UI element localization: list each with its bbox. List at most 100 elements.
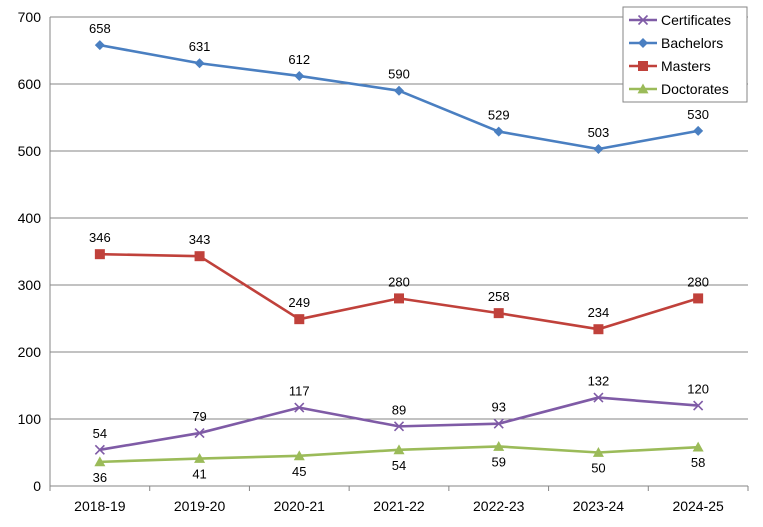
data-label: 658 (89, 21, 111, 36)
axes: 0 100 200 300 400 500 600 700 2018-19 2019-20 2020… (18, 9, 749, 514)
data-label: 36 (93, 470, 107, 485)
data-label: 132 (588, 374, 610, 389)
data-label: 93 (491, 400, 505, 415)
y-tick-label: 600 (18, 76, 42, 92)
data-label: 79 (192, 409, 206, 424)
data-label: 54 (392, 458, 406, 473)
marker-x-stroke (693, 400, 704, 411)
marker-x (393, 421, 405, 432)
y-tick-label: 300 (18, 277, 42, 293)
marker-square (593, 324, 604, 335)
marker-square (94, 249, 105, 260)
x-tick-label: 2022-23 (473, 498, 525, 514)
series-doctorates (94, 440, 704, 467)
data-label: 54 (93, 426, 107, 441)
marker-diamond (593, 143, 604, 154)
marker-x (194, 428, 205, 439)
marker-diamond (493, 126, 504, 137)
data-label: 258 (488, 289, 510, 304)
legend-label: Bachelors (661, 35, 723, 51)
data-label: 234 (588, 305, 610, 320)
series-group (94, 40, 704, 467)
marker-diamond (94, 40, 105, 51)
data-labels: 54 79 117 89 93 132 120 658 631 612 590 529 503 530 34… (89, 21, 709, 485)
marker-diamond (194, 58, 205, 69)
marker-x-stroke (194, 428, 205, 439)
marker-x (294, 402, 305, 413)
data-label: 249 (288, 295, 310, 310)
marker-diamond (294, 70, 305, 81)
marker-x-stroke (593, 392, 604, 403)
data-label: 280 (388, 274, 410, 289)
marker-diamond (394, 85, 404, 96)
data-label: 503 (588, 125, 610, 140)
marker-x-stroke (294, 402, 305, 413)
data-label: 346 (89, 230, 111, 245)
marker-triangle (592, 447, 604, 457)
marker-triangle (94, 456, 106, 467)
legend-item-bachelors: Bachelors (629, 35, 723, 51)
legend-label: Masters (661, 58, 711, 74)
y-tick-label: 700 (18, 9, 42, 25)
x-tick-label: 2018-19 (74, 498, 126, 514)
data-label: 45 (292, 464, 306, 479)
marker-square (693, 293, 704, 304)
data-label: 120 (687, 382, 709, 397)
marker-triangle (293, 450, 305, 461)
data-label: 50 (591, 461, 605, 476)
data-label: 58 (691, 455, 705, 470)
marker-square (638, 61, 648, 71)
y-tick-label: 200 (18, 344, 42, 360)
marker-x-stroke (94, 444, 105, 455)
marker-square (294, 314, 305, 325)
data-label: 41 (192, 467, 206, 482)
marker-x (693, 400, 704, 411)
data-label: 59 (491, 454, 505, 469)
grid-lines (50, 16, 748, 420)
marker-triangle (493, 440, 505, 451)
marker-x-stroke (637, 14, 649, 26)
series-bachelors (94, 40, 704, 154)
marker-x-stroke (393, 421, 405, 432)
y-tick-label: 400 (18, 210, 42, 226)
data-label: 343 (189, 232, 211, 247)
legend-item-masters: Masters (629, 58, 711, 74)
legend-label: Doctorates (661, 81, 729, 97)
marker-x-stroke (493, 418, 504, 429)
x-tick-label: 2021-22 (373, 498, 425, 514)
marker-diamond (638, 38, 648, 48)
series-certificates (94, 392, 704, 455)
y-tick-label: 100 (18, 411, 42, 427)
marker-x (493, 418, 504, 429)
data-label: 612 (288, 52, 310, 67)
data-label: 280 (687, 274, 709, 289)
legend: Certificates Bachelors Masters Doctorates (622, 6, 748, 103)
x-tick-label: 2020-21 (274, 498, 326, 514)
marker-triangle (194, 453, 206, 463)
marker-square (194, 251, 205, 262)
data-label: 529 (488, 108, 510, 123)
legend-label: Certificates (661, 12, 731, 28)
marker-square (493, 308, 504, 319)
y-tick-label: 0 (33, 478, 41, 494)
marker-x (593, 392, 604, 403)
series-masters (94, 249, 704, 335)
marker-x (94, 444, 105, 455)
x-tick-label: 2019-20 (174, 498, 226, 514)
x-tick-label: 2024-25 (672, 498, 724, 514)
marker-x (637, 14, 649, 26)
legend-item-certificates: Certificates (629, 12, 731, 28)
x-tick-label: 2023-24 (573, 498, 625, 514)
marker-triangle (637, 83, 649, 94)
data-label: 117 (289, 384, 310, 399)
y-tick-label: 500 (18, 143, 42, 159)
legend-item-doctorates: Doctorates (629, 81, 729, 97)
marker-square (394, 293, 404, 304)
marker-triangle (692, 441, 704, 452)
marker-diamond (693, 125, 704, 136)
marker-triangle (393, 444, 405, 455)
data-label: 89 (392, 402, 406, 417)
data-label: 631 (189, 39, 211, 54)
data-label: 590 (388, 67, 410, 82)
